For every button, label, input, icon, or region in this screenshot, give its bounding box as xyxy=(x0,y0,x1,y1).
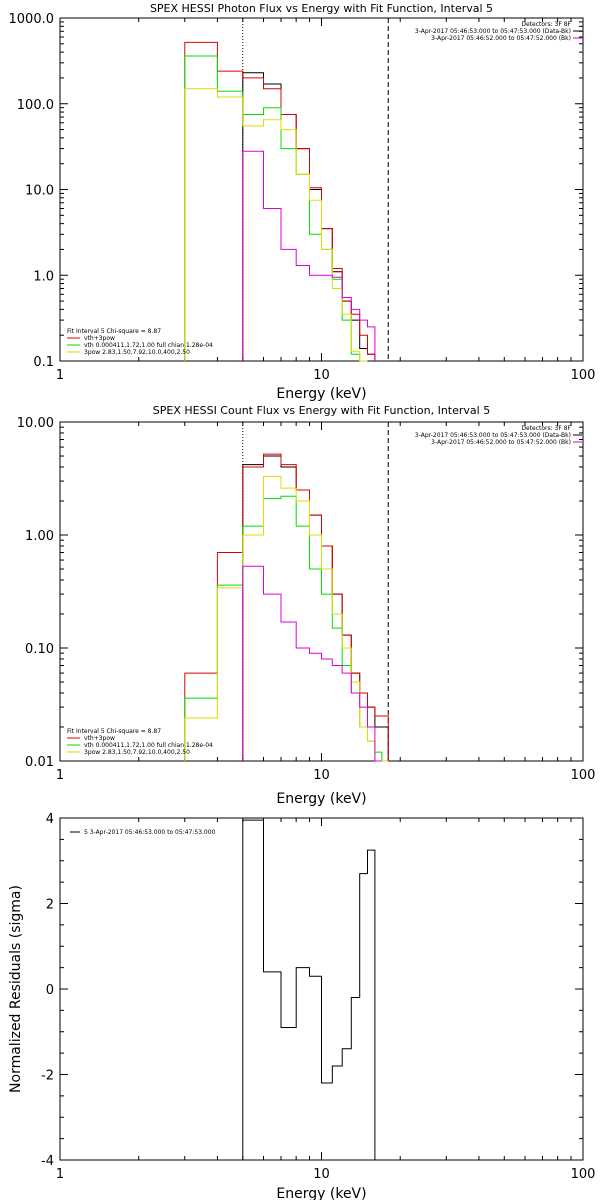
y-tick-label: 4 xyxy=(46,812,54,827)
legend-right-entry: Detectors: 3F 8F xyxy=(521,21,571,28)
chart-panel-1: SPEX HESSI Photon Flux vs Energy with Fi… xyxy=(9,2,596,402)
y-tick-label: 10.00 xyxy=(17,416,54,431)
legend-left-entry: Fit Interval 5 Chi-square = 8.87 xyxy=(67,728,161,735)
y-tick-label: 2 xyxy=(46,898,54,913)
chart-panel-2: SPEX HESSI Count Flux vs Energy with Fit… xyxy=(17,404,596,807)
x-tick-label: 10 xyxy=(313,768,330,783)
legend-left: Fit Interval 5 Chi-square = 8.87vth+3pow… xyxy=(67,728,213,756)
x-tick-label: 100 xyxy=(571,1167,596,1182)
legend-left-entry: vth 0.000411,1.72,1.00 full chian 1.28e-… xyxy=(84,342,213,349)
x-axis-label: Energy (keV) xyxy=(276,386,366,402)
legend-right: Detectors: 3F 8F3-Apr-2017 05:46:53.000 … xyxy=(415,21,582,42)
legend-left-entry: 3pow 2.83,1.50,7.92,10.0,400,2.50 xyxy=(84,349,190,356)
legend-left-entry: Fit Interval 5 Chi-square = 8.87 xyxy=(67,328,161,335)
y-axis: 0.01 0.10 1.00 10.00 xyxy=(17,416,583,770)
legend-right: Detectors: 3F 8F3-Apr-2017 05:46:53.000 … xyxy=(415,425,582,446)
legend-right-entry: 3-Apr-2017 05:46:52.000 to 05:47:52.000 … xyxy=(431,35,571,42)
series-1-steps xyxy=(242,455,389,761)
chart-title: SPEX HESSI Count Flux vs Energy with Fit… xyxy=(153,404,490,417)
y-axis-label: Normalized Residuals (sigma) xyxy=(8,885,24,1093)
x-tick-label: 10 xyxy=(313,1167,330,1182)
legend-right-entry: 3-Apr-2017 05:46:53.000 to 05:47:53.000 … xyxy=(415,432,571,439)
y-tick-label: -4 xyxy=(41,1154,54,1169)
y-tick-label: 1000.0 xyxy=(9,12,55,27)
legend-entry: 5 3-Apr-2017 05:46:53.000 to 05:47:53.00… xyxy=(84,829,216,836)
x-axis-label: Energy (keV) xyxy=(276,1186,366,1200)
x-axis: 1 10 100 xyxy=(56,422,596,783)
x-axis: 1 10 100 xyxy=(56,18,596,383)
series-5-steps xyxy=(242,565,382,762)
series-5-steps xyxy=(242,150,376,361)
series-3-steps xyxy=(184,495,389,762)
series-2-steps xyxy=(184,453,389,761)
legend-right-entry: Detectors: 3F 8F xyxy=(521,425,571,432)
series-4-steps xyxy=(184,475,389,762)
y-tick-label: 0.01 xyxy=(25,755,54,770)
x-axis: 1 10 100 xyxy=(56,818,596,1182)
legend-left-entry: 3pow 2.83,1.50,7.92,10.0,400,2.50 xyxy=(84,749,190,756)
legend-right-entry: 3-Apr-2017 05:46:53.000 to 05:47:53.000 … xyxy=(415,28,571,35)
legend-left-entry: vth+3pow xyxy=(84,335,115,342)
y-tick-label: 10.0 xyxy=(25,184,54,199)
x-tick-label: 100 xyxy=(571,768,596,783)
x-tick-label: 1 xyxy=(56,768,64,783)
series-2-steps xyxy=(184,41,376,361)
chart-title: SPEX HESSI Photon Flux vs Energy with Fi… xyxy=(150,2,493,15)
chart-panel-3: 1 10 100 Energy (keV) -4 -2 0 2 4 Normalized Resi… xyxy=(8,812,596,1202)
x-tick-label: 1 xyxy=(56,1167,64,1182)
x-tick-label: 100 xyxy=(571,368,596,383)
y-tick-label: 0.10 xyxy=(25,642,54,657)
x-tick-label: 10 xyxy=(313,368,330,383)
y-tick-label: 1.0 xyxy=(33,269,54,284)
series-1-steps xyxy=(242,819,376,1160)
legend-right-entry: 3-Apr-2017 05:46:52.000 to 05:47:52.000 … xyxy=(431,439,571,446)
y-tick-label: 1.00 xyxy=(25,529,54,544)
legend-left: Fit Interval 5 Chi-square = 8.87vth+3pow… xyxy=(67,328,213,356)
y-axis: 0.1 1.0 10.0 100.0 1000.0 xyxy=(9,12,583,370)
y-tick-label: -2 xyxy=(41,1069,54,1084)
y-axis: -4 -2 0 2 4 xyxy=(41,812,583,1169)
legend: 5 3-Apr-2017 05:46:53.000 to 05:47:53.00… xyxy=(70,829,216,836)
x-tick-label: 1 xyxy=(56,368,64,383)
series-4-steps xyxy=(184,88,368,362)
y-tick-label: 100.0 xyxy=(17,98,54,113)
series-1-steps xyxy=(242,72,376,361)
legend-left-entry: vth+3pow xyxy=(84,735,115,742)
legend-left-entry: vth 0.000411,1.72,1.00 full chian 1.28e-… xyxy=(84,742,213,749)
x-axis-label: Energy (keV) xyxy=(276,791,366,807)
y-tick-label: 0.1 xyxy=(33,355,54,370)
y-tick-label: 0 xyxy=(46,983,54,998)
